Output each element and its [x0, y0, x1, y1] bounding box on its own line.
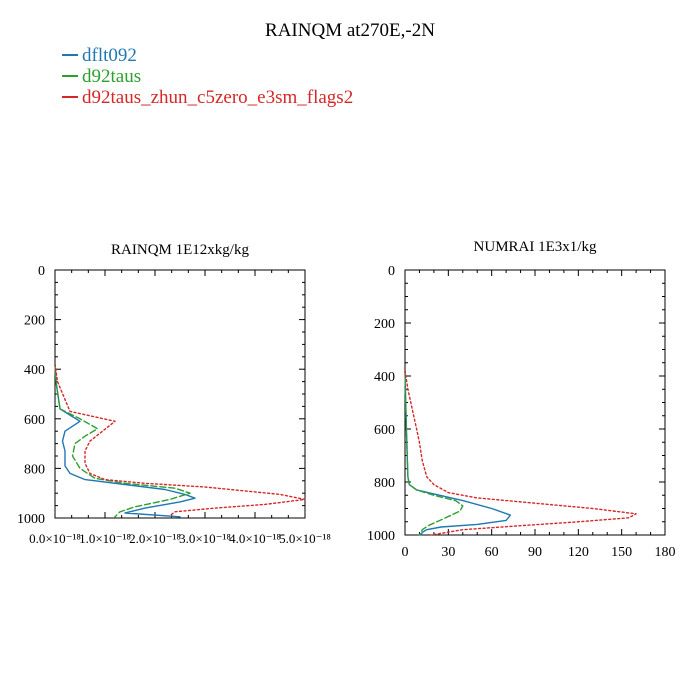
y-tick-label: 1000	[367, 529, 395, 544]
y-tick-label: 400	[374, 370, 395, 385]
x-tick-label: 60	[485, 545, 499, 560]
series-line-d92taus-zhun-c5zero-e3sm-flags2	[54, 363, 306, 517]
x-tick-label: 0.0×10⁻¹⁸	[29, 531, 81, 546]
x-tick-label: 4.0×10⁻¹⁸	[229, 531, 281, 546]
series-line-dflt092	[54, 363, 196, 518]
chart-panel-2: NUMRAI 1E3x1/kg 0 200 400 600 800 1000 0 30 60 90 1…	[367, 239, 676, 560]
series-line-dflt092	[404, 370, 512, 536]
series-line-d92taus	[54, 363, 191, 518]
plot-frame	[404, 269, 666, 536]
series-line-d92taus-zhun-c5zero-e3sm-flags2	[404, 370, 637, 536]
y-tick-label: 600	[374, 423, 395, 438]
y-tick-label: 600	[24, 413, 45, 428]
legend-label-dflt092: dflt092	[82, 45, 137, 66]
legend-item-d92taus: d92taus	[62, 66, 353, 87]
y-tick-label: 0	[388, 264, 395, 279]
legend-label-d92taus-zhun: d92taus_zhun_c5zero_e3sm_flags2	[82, 87, 354, 108]
plot-title: RAINQM 1E12xkg/kg	[111, 242, 249, 258]
legend-swatch-d92taus-zhun	[62, 95, 78, 98]
x-tick-label: 120	[568, 545, 589, 560]
chart-panel-1: RAINQM 1E12xkg/kg 0 200 400 600 800 1000 0.0×10…	[17, 242, 331, 546]
x-tick-label: 90	[528, 545, 542, 560]
legend-swatch-d92taus	[62, 74, 78, 77]
chart-main-title: RAINQM at270E,-2N	[265, 20, 435, 41]
y-tick-label: 200	[374, 317, 395, 332]
series-line-d92taus	[404, 370, 464, 536]
x-tick-label: 3.0×10⁻¹⁸	[179, 531, 231, 546]
y-tick-label: 800	[374, 476, 395, 491]
legend-swatch-dflt092	[62, 53, 78, 56]
x-tick-label: 30	[441, 545, 455, 560]
legend-item-dflt092: dflt092	[62, 45, 353, 66]
x-tick-label: 0	[402, 545, 409, 560]
y-tick-label: 0	[38, 264, 45, 279]
y-tick-label: 200	[24, 314, 45, 329]
x-tick-label: 150	[611, 545, 632, 560]
x-tick-label: 5.0×10⁻¹⁸	[279, 531, 331, 546]
legend-label-d92taus: d92taus	[82, 66, 142, 87]
y-tick-label: 1000	[17, 512, 45, 527]
legend: dflt092 d92taus d92taus_zhun_c5zero_e3sm…	[62, 45, 353, 108]
x-tick-label: 2.0×10⁻¹⁸	[129, 531, 181, 546]
y-tick-label: 800	[24, 462, 45, 477]
plot-title: NUMRAI 1E3x1/kg	[474, 239, 597, 255]
y-tick-label: 400	[24, 363, 45, 378]
x-tick-label: 180	[655, 545, 676, 560]
legend-item-d92taus-zhun: d92taus_zhun_c5zero_e3sm_flags2	[62, 87, 353, 108]
x-tick-label: 1.0×10⁻¹⁸	[79, 531, 131, 546]
